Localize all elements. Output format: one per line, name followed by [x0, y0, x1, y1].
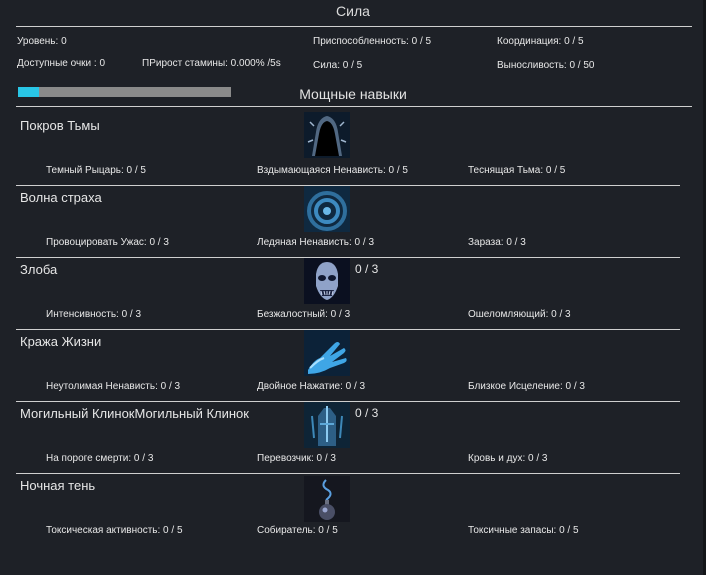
- subskill[interactable]: На пороге смерти: 0 / 3: [46, 453, 154, 464]
- subskill[interactable]: Близкое Исцеление: 0 / 3: [468, 381, 585, 392]
- grave-blade-icon[interactable]: [304, 402, 350, 448]
- skill-name: Злоба: [20, 262, 58, 277]
- stamina-progress-bar: [18, 87, 231, 97]
- skill-divider: [16, 329, 680, 330]
- skill-divider: [16, 257, 680, 258]
- section-divider: [16, 106, 692, 107]
- scrollbar[interactable]: [703, 0, 706, 575]
- subskill[interactable]: Неутолимая Ненависть: 0 / 3: [46, 381, 181, 392]
- subskill[interactable]: Вздымающаяся Ненависть: 0 / 5: [257, 165, 408, 176]
- stamina-growth-stat: ПРирост стамины: 0.000% /5s: [142, 58, 281, 69]
- subskill[interactable]: Собиратель: 0 / 5: [257, 525, 338, 536]
- skill-level: 0 / 3: [355, 406, 379, 420]
- section-title: Мощные навыки: [299, 86, 407, 102]
- skill-divider: [16, 473, 680, 474]
- skill-name: Могильный КлинокМогильный Клинок: [20, 406, 249, 421]
- stamina-progress-fill: [18, 87, 40, 97]
- available-points-stat: Доступные очки : 0: [17, 58, 106, 69]
- skill-name: Волна страха: [20, 190, 102, 205]
- level-stat: Уровень: 0: [17, 36, 67, 47]
- subskill[interactable]: Зараза: 0 / 3: [468, 237, 526, 248]
- skill-divider: [16, 185, 680, 186]
- subskill[interactable]: Ледяная Ненависть: 0 / 3: [257, 237, 375, 248]
- strength-stat[interactable]: Сила: 0 / 5: [313, 60, 363, 71]
- subskill[interactable]: Теснящая Тьма: 0 / 5: [468, 165, 566, 176]
- subskill[interactable]: Ошеломляющий: 0 / 3: [468, 309, 571, 320]
- fear-wave-icon[interactable]: [304, 186, 350, 232]
- skill-level: 0 / 3: [355, 262, 379, 276]
- coordination-stat[interactable]: Координация: 0 / 5: [497, 36, 584, 47]
- subskill[interactable]: Перевозчик: 0 / 3: [257, 453, 336, 464]
- subskill[interactable]: Темный Рыцарь: 0 / 5: [46, 165, 146, 176]
- skill-name: Покров Тьмы: [20, 118, 100, 133]
- skill-divider: [16, 401, 680, 402]
- subskill[interactable]: Провоцировать Ужас: 0 / 3: [46, 237, 169, 248]
- subskill[interactable]: Интенсивность: 0 / 3: [46, 309, 142, 320]
- subskill[interactable]: Токсичные запасы: 0 / 5: [468, 525, 579, 536]
- endurance-stat[interactable]: Выносливость: 0 / 50: [497, 60, 595, 71]
- subskill[interactable]: Кровь и дух: 0 / 3: [468, 453, 548, 464]
- life-steal-hand-icon[interactable]: [304, 330, 350, 376]
- skill-name: Кража Жизни: [20, 334, 102, 349]
- night-shade-icon[interactable]: [304, 476, 350, 522]
- subskill[interactable]: Двойное Нажатие: 0 / 3: [257, 381, 366, 392]
- header-divider: [16, 26, 692, 27]
- dark-shroud-icon[interactable]: [304, 112, 350, 158]
- subskill[interactable]: Безжалостный: 0 / 3: [257, 309, 351, 320]
- page-title: Сила: [336, 3, 370, 19]
- malice-skull-icon[interactable]: [304, 258, 350, 304]
- adaptability-stat[interactable]: Приспособленность: 0 / 5: [313, 36, 432, 47]
- skill-name: Ночная тень: [20, 478, 96, 493]
- subskill[interactable]: Токсическая активность: 0 / 5: [46, 525, 183, 536]
